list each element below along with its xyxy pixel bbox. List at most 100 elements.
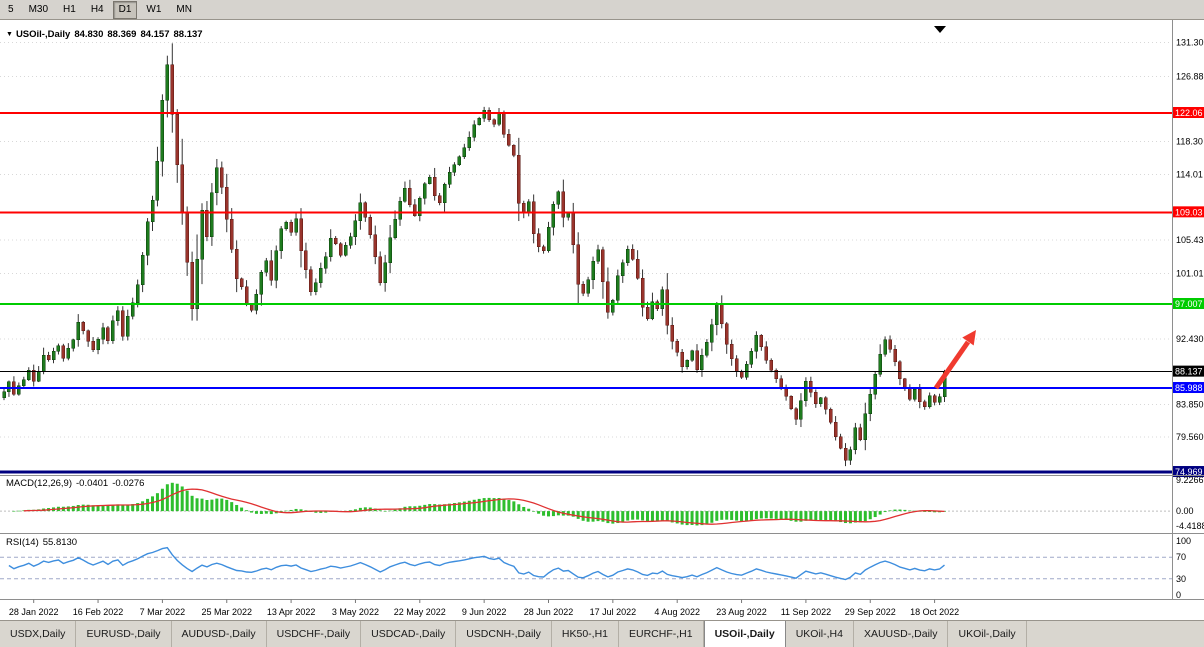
candle-down <box>432 177 437 197</box>
macd-histogram-bar <box>17 510 21 512</box>
candle-up <box>17 385 21 395</box>
macd-scale-label: 9.2266 <box>1176 475 1204 485</box>
chart-tab-usoil-daily[interactable]: USOil-,Daily <box>703 621 786 647</box>
macd-histogram-bar <box>220 498 224 512</box>
candle-down <box>185 211 189 263</box>
candle-up <box>799 400 803 420</box>
candle-up <box>452 164 457 173</box>
chart-tab-usdchf-daily[interactable]: USDCHF-,Daily <box>266 621 362 647</box>
candle-down <box>759 335 764 348</box>
macd-histogram-bar <box>215 498 219 512</box>
chart-collapse-icon[interactable]: ▼ <box>6 31 13 38</box>
chart-tab-usdcad-daily[interactable]: USDCAD-,Daily <box>361 621 457 647</box>
chart-canvas[interactable]: 131.30 126.88 118.30 114.01 105.43 101.01 92.4… <box>0 20 1204 620</box>
macd-histogram-bar <box>943 511 946 512</box>
macd-histogram-bar <box>205 500 209 512</box>
candle-down <box>655 301 660 309</box>
timeframe-button-m30[interactable]: M30 <box>28 3 49 15</box>
macd-histogram-bar <box>96 505 100 512</box>
macd-histogram-bar <box>809 511 813 521</box>
candle-up <box>274 250 278 281</box>
timeframe-button-mn[interactable]: MN <box>176 3 192 15</box>
price-badge <box>1173 382 1204 394</box>
macd-histogram-bar <box>769 511 773 519</box>
macd-histogram-bar <box>86 504 90 512</box>
candle-down <box>779 378 783 388</box>
trend-arrow-annotation[interactable] <box>933 340 971 390</box>
chart-tab-eurchf-h1[interactable]: EURCHF-,H1 <box>619 621 704 647</box>
candle-down <box>828 409 833 423</box>
macd-histogram-bar <box>621 511 625 522</box>
candle-down <box>720 304 724 325</box>
candle-down <box>175 113 179 165</box>
x-axis-label: 22 May 2022 <box>394 607 446 617</box>
timeframe-button-d1[interactable]: D1 <box>112 0 138 19</box>
candle-down <box>561 191 566 218</box>
candle-up <box>427 177 432 184</box>
candle-down <box>31 370 36 382</box>
macd-histogram-bar <box>759 511 763 519</box>
macd-histogram-bar <box>571 511 575 517</box>
macd-histogram-bar <box>195 498 199 512</box>
timeframe-button-w1[interactable]: W1 <box>146 3 162 15</box>
macd-histogram-bar <box>903 509 907 512</box>
macd-histogram-bar <box>492 498 496 512</box>
timeframe-button-5[interactable]: 5 <box>8 3 14 15</box>
macd-histogram-bar <box>933 511 937 513</box>
macd-histogram-bar <box>636 511 640 520</box>
chart-tab-ukoil-h4[interactable]: UKOil-,H4 <box>785 621 854 647</box>
candle-down <box>541 246 546 251</box>
macd-histogram-bar <box>358 507 362 512</box>
timeframe-button-h1[interactable]: H1 <box>63 3 76 15</box>
macd-histogram-bar <box>245 510 249 512</box>
chart-tab-ukoil-daily[interactable]: UKOil-,Daily <box>948 621 1027 647</box>
chart-tab-hk50-h1[interactable]: HK50-,H1 <box>551 621 619 647</box>
candle-down <box>680 351 684 367</box>
candle-up <box>556 191 561 205</box>
macd-histogram-bar <box>319 511 323 513</box>
candle-up <box>744 364 749 378</box>
chart-tab-eurusd-daily[interactable]: EURUSD-,Daily <box>76 621 172 647</box>
macd-histogram-bar <box>91 505 95 512</box>
candle-up <box>937 396 942 403</box>
macd-histogram-bar <box>537 511 541 514</box>
candle-down <box>898 361 902 380</box>
timeframe-button-h4[interactable]: H4 <box>90 3 104 15</box>
candle-up <box>22 379 26 386</box>
candle-down <box>81 322 85 331</box>
x-axis-label: 16 Feb 2022 <box>73 607 124 617</box>
macd-histogram-bar <box>383 510 387 512</box>
chart-tab-audusd-daily[interactable]: AUDUSD-,Daily <box>171 621 267 647</box>
macd-histogram-bar <box>646 511 649 522</box>
candle-down <box>814 392 818 405</box>
candle-down <box>764 346 769 361</box>
candle-down <box>571 213 575 245</box>
candle-down <box>86 330 90 342</box>
macd-histogram-bar <box>749 511 753 521</box>
macd-histogram-bar <box>294 508 298 512</box>
candle-up <box>41 354 46 372</box>
chart-tab-usdcnh-daily[interactable]: USDCNH-,Daily <box>456 621 552 647</box>
candle-down <box>190 261 194 309</box>
macd-histogram-bar <box>462 501 466 512</box>
candle-down <box>606 281 610 313</box>
macd-histogram-bar <box>250 511 253 513</box>
macd-histogram-bar <box>363 507 367 512</box>
macd-histogram-bar <box>715 511 719 521</box>
macd-histogram-bar <box>858 511 862 523</box>
chart-background[interactable] <box>0 20 1204 620</box>
candle-up <box>616 275 620 301</box>
macd-histogram-bar <box>690 511 694 525</box>
candle-up <box>700 354 704 370</box>
candle-up <box>660 289 665 309</box>
rsi-value: 55.8130 <box>42 537 78 548</box>
chart-tab-usdx-daily[interactable]: USDX,Daily <box>0 621 77 647</box>
y-axis-tick: 105.43 <box>1176 235 1204 245</box>
chart-tab-xauusd-daily[interactable]: XAUUSD-,Daily <box>853 621 949 647</box>
macd-histogram-bar <box>259 511 263 514</box>
trend-arrow-head[interactable] <box>962 330 976 346</box>
macd-histogram-bar <box>185 490 189 512</box>
candle-down <box>670 325 674 342</box>
candle-down <box>373 234 377 258</box>
candle-down <box>640 277 645 308</box>
